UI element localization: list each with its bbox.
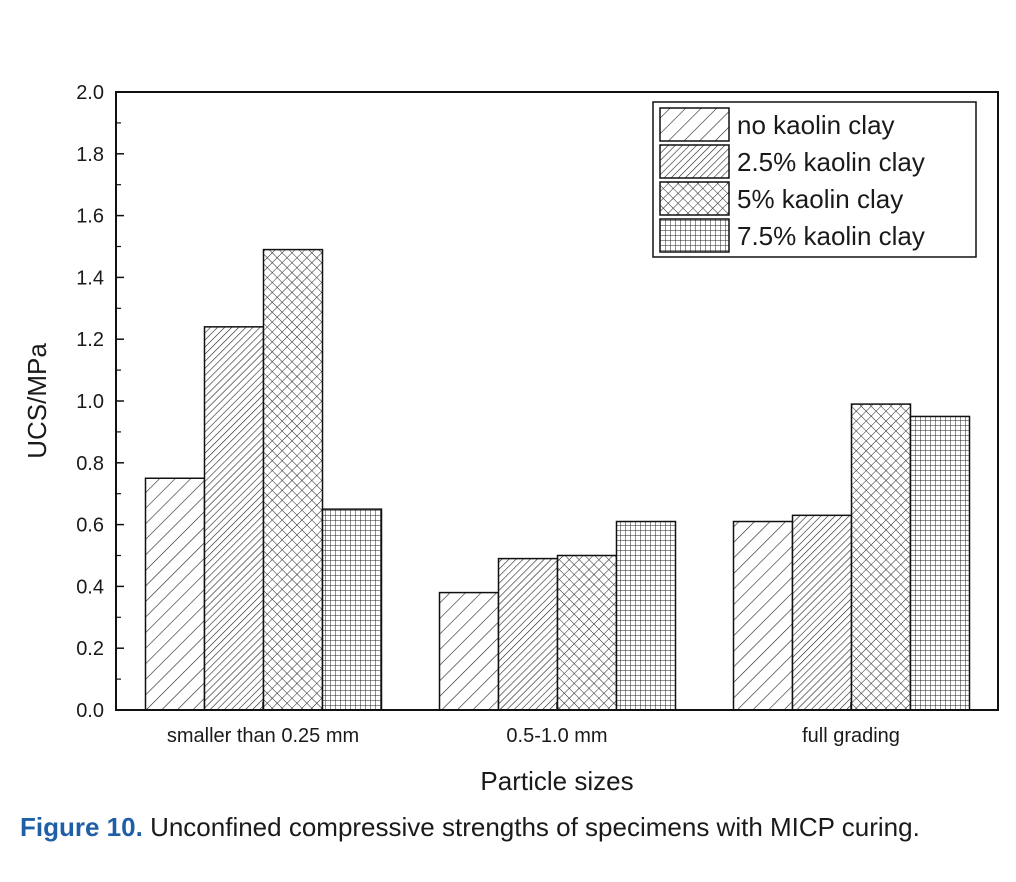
bar-7-5-kaolin-clay-1: [615, 520, 677, 711]
x-axis-title: Particle sizes: [480, 766, 633, 796]
legend-label: 5% kaolin clay: [737, 184, 903, 214]
bar-5-kaolin-clay-0: [262, 248, 324, 711]
figure-caption-text: Unconfined compressive strengths of spec…: [150, 812, 920, 842]
bars-group: [144, 248, 971, 711]
x-tick-label: 0.5-1.0 mm: [506, 725, 607, 747]
bar-2-5-kaolin-clay-1: [497, 557, 559, 711]
bar-7-5-kaolin-clay-2: [909, 415, 971, 711]
y-tick-label: 1.8: [76, 144, 104, 166]
chart: 0.0 0.2 0.4 0.6 0.8 1.0 1.2 1.4 1.6 1.8 2.0 smalle…: [22, 82, 999, 796]
bar-5-kaolin-clay-1: [556, 554, 618, 711]
y-tick-label: 0.2: [76, 638, 104, 660]
y-tick-label: 0.6: [76, 515, 104, 537]
bar-5-kaolin-clay-2: [850, 403, 912, 711]
legend-swatch: [659, 144, 730, 179]
legend-label: no kaolin clay: [737, 110, 895, 140]
y-tick-label: 1.6: [76, 206, 104, 228]
y-tick-label: 0.8: [76, 453, 104, 475]
legend-label: 2.5% kaolin clay: [737, 147, 925, 177]
bar-no-kaolin-clay-0: [144, 477, 206, 711]
y-axis-title: UCS/MPa: [22, 343, 52, 459]
bar-7-5-kaolin-clay-0: [321, 508, 383, 711]
y-tick-label: 1.0: [76, 391, 104, 413]
legend-swatch: [659, 181, 730, 216]
legend-label: 7.5% kaolin clay: [737, 221, 925, 251]
x-tick-label: full grading: [802, 725, 900, 747]
bar-no-kaolin-clay-2: [732, 520, 794, 711]
y-tick-label: 0.0: [76, 700, 104, 722]
y-axis: 0.0 0.2 0.4 0.6 0.8 1.0 1.2 1.4 1.6 1.8 2.0: [76, 82, 124, 722]
y-tick-label: 2.0: [76, 82, 104, 104]
x-axis: smaller than 0.25 mm 0.5-1.0 mm full gradi…: [167, 702, 900, 747]
figure-caption: Figure 10. Unconfined compressive streng…: [20, 812, 1000, 843]
bar-no-kaolin-clay-1: [438, 591, 500, 711]
legend: no kaolin clay 2.5% kaolin clay 5% kaolin …: [652, 101, 977, 258]
bar-2-5-kaolin-clay-0: [203, 326, 265, 711]
bar-2-5-kaolin-clay-2: [791, 514, 853, 711]
figure-number: Figure 10.: [20, 812, 143, 842]
legend-swatch: [659, 107, 730, 142]
x-tick-label: smaller than 0.25 mm: [167, 725, 359, 747]
legend-swatch: [659, 218, 730, 253]
y-tick-label: 1.4: [76, 267, 104, 289]
y-tick-label: 0.4: [76, 576, 104, 598]
y-tick-label: 1.2: [76, 329, 104, 351]
